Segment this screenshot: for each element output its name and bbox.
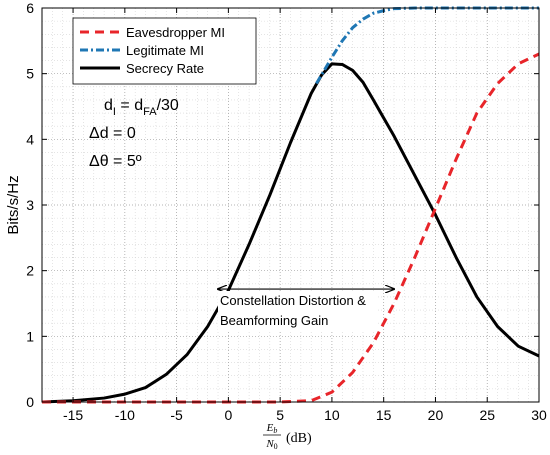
- x-tick-label: -10: [115, 407, 135, 423]
- x-tick-label: -5: [170, 407, 183, 423]
- gain-label-line-1: Constellation Distortion &: [220, 293, 366, 308]
- y-tick-label: 4: [26, 131, 34, 147]
- y-axis-label: Bits/s/Hz: [5, 175, 22, 234]
- y-tick-label: 0: [26, 394, 34, 410]
- y-tick-label: 5: [26, 66, 34, 82]
- x-tick-label: 0: [224, 407, 232, 423]
- tick-marks: [42, 7, 540, 403]
- param-delta-d: Δd = 0: [89, 125, 136, 142]
- parameter-annotations: dI = dFA/30 Δd = 0 Δθ = 5º: [89, 97, 179, 170]
- minor-gridlines: [41, 8, 539, 402]
- y-tick-labels: 0 1 2 3 4 5 6: [26, 0, 34, 410]
- gain-label-line-2: Beamforming Gain: [220, 313, 328, 328]
- x-axis-label-numerator: Eb: [266, 422, 278, 435]
- x-tick-label: 10: [324, 407, 340, 423]
- y-tick-label: 1: [26, 328, 34, 344]
- y-tick-label: 2: [26, 263, 34, 279]
- x-tick-label: 15: [376, 407, 392, 423]
- legend-label-eavesdropper: Eavesdropper MI: [126, 25, 225, 40]
- series-line-legitimate-mi: [315, 6, 539, 85]
- legend: Eavesdropper MI Legitimate MI Secrecy Ra…: [72, 17, 257, 85]
- param-distance-ratio: dI = dFA/30: [104, 97, 179, 118]
- x-tick-label: -15: [63, 407, 83, 423]
- x-tick-label: 5: [276, 407, 284, 423]
- x-tick-label: 25: [479, 407, 495, 423]
- y-tick-label: 6: [26, 0, 34, 16]
- legend-label-secrecy: Secrecy Rate: [126, 61, 204, 76]
- param-delta-theta: Δθ = 5º: [89, 153, 142, 170]
- legend-label-legitimate: Legitimate MI: [126, 43, 204, 58]
- x-axis-label: Eb N0 (dB): [263, 422, 312, 451]
- x-tick-label: 20: [428, 407, 444, 423]
- y-tick-label: 3: [26, 197, 34, 213]
- gain-label-background: [218, 291, 376, 331]
- x-tick-label: 30: [531, 407, 547, 423]
- series-line-secrecy-rate: [41, 62, 540, 404]
- x-tick-labels: -15 -10 -5 0 5 10 15 20 25 30: [63, 407, 547, 423]
- x-axis-label-unit: (dB): [286, 431, 312, 446]
- x-axis-label-denominator: N0: [265, 438, 277, 451]
